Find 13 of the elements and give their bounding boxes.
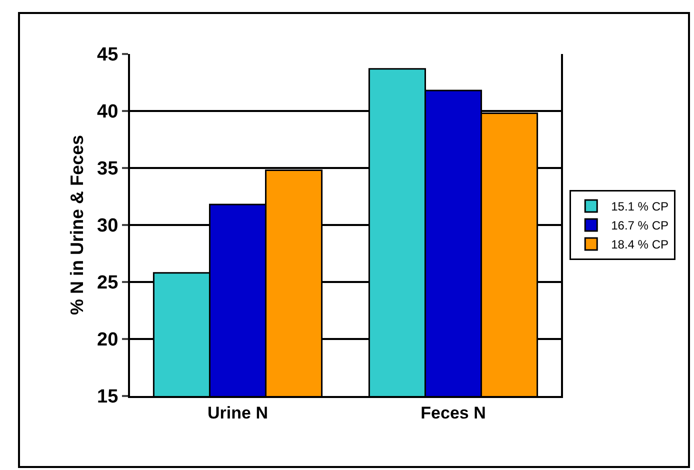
x-tick-label: Urine N <box>208 403 268 422</box>
y-tick-label: 30 <box>97 216 118 237</box>
y-tick-label: 20 <box>97 330 118 351</box>
legend-label: 15.1 % CP <box>611 200 668 214</box>
x-tick-label: Feces N <box>420 403 486 422</box>
y-tick-label: 45 <box>97 44 119 66</box>
y-tick-label: 35 <box>97 158 119 180</box>
y-axis-title: % N in Urine & Feces <box>67 134 87 316</box>
y-tick-label: 15 <box>97 386 119 408</box>
y-tick-label: 40 <box>97 102 118 123</box>
y-tick-label: 25 <box>97 272 119 294</box>
legend-label: 18.4 % CP <box>611 238 668 252</box>
legend-label: 16.7 % CP <box>611 218 668 233</box>
